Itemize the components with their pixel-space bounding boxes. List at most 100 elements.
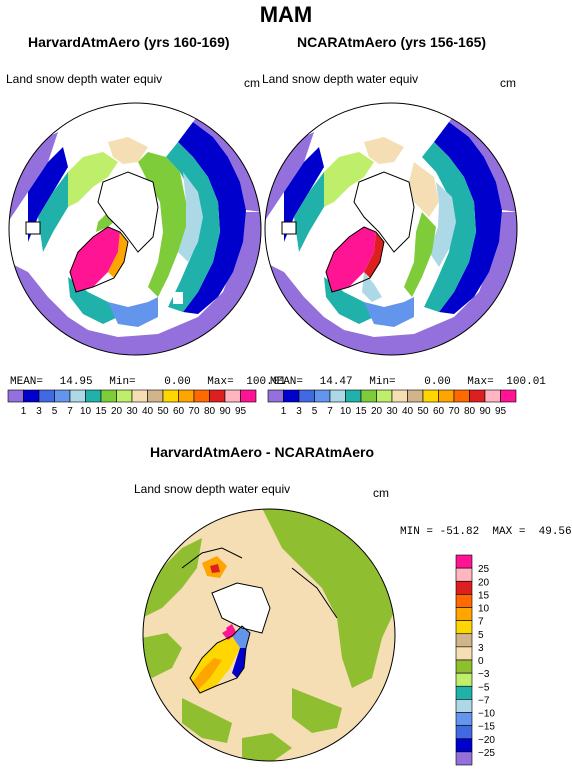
colorbar-box bbox=[329, 389, 346, 403]
colorbar-label: 15 bbox=[478, 590, 490, 601]
colorbar-label: 1 bbox=[21, 406, 27, 417]
colorbar-label: −10 bbox=[478, 709, 495, 720]
page-title: MAM bbox=[259, 2, 313, 27]
diff-variable: Land snow depth water equiv bbox=[134, 482, 291, 496]
colorbar-box bbox=[455, 646, 473, 661]
colorbar-box bbox=[240, 389, 257, 403]
colorbar-box bbox=[455, 751, 473, 766]
colorbar-ncar: 1 3 5 7 10 15 20 30 40 50 60 70 80 90 95 bbox=[267, 389, 517, 417]
colorbar-box bbox=[455, 580, 473, 595]
colorbar-box bbox=[484, 389, 501, 403]
colorbar-label: 40 bbox=[402, 406, 414, 417]
colorbar-box bbox=[438, 389, 455, 403]
colorbar-box bbox=[314, 389, 331, 403]
colorbar-box bbox=[360, 389, 377, 403]
colorbar-label: 10 bbox=[340, 406, 352, 417]
colorbar-box bbox=[85, 389, 102, 403]
colorbar-box bbox=[100, 389, 117, 403]
colorbar-label: 30 bbox=[126, 406, 138, 417]
colorbar-label: 50 bbox=[157, 406, 169, 417]
mean-label: MEAN= bbox=[270, 376, 304, 388]
colorbar-label: −25 bbox=[478, 748, 495, 759]
colorbar-label: 50 bbox=[417, 406, 429, 417]
colorbar-harvard: 1 3 5 7 10 15 20 30 40 50 60 70 80 90 95 bbox=[7, 389, 257, 417]
colorbar-label: 80 bbox=[204, 406, 216, 417]
colorbar-box bbox=[455, 738, 473, 753]
map-difference bbox=[142, 508, 396, 762]
colorbar-label: 90 bbox=[219, 406, 231, 417]
colorbar-label: 7 bbox=[327, 406, 333, 417]
colorbar-label: 3 bbox=[478, 643, 484, 654]
colorbar-box bbox=[455, 633, 473, 648]
max-label: Max= bbox=[207, 376, 234, 388]
colorbar-label: 95 bbox=[235, 406, 247, 417]
colorbar-label: −15 bbox=[478, 722, 495, 733]
colorbar-box bbox=[391, 389, 408, 403]
panel-2-stats: MEAN= 14.47 Min= 0.00 Max= 100.01 bbox=[270, 376, 546, 388]
colorbar-box bbox=[455, 620, 473, 635]
colorbar-label: 15 bbox=[95, 406, 107, 417]
colorbar-box bbox=[455, 554, 473, 569]
colorbar-box bbox=[455, 607, 473, 621]
colorbar-box bbox=[422, 389, 439, 403]
colorbar-label: 90 bbox=[479, 406, 491, 417]
colorbar-label: 25 bbox=[478, 564, 490, 575]
mean-value: 14.47 bbox=[319, 376, 353, 388]
colorbar-label: 80 bbox=[464, 406, 476, 417]
colorbar-label: 5 bbox=[52, 406, 58, 417]
panel-2-unit: cm bbox=[500, 76, 516, 90]
colorbar-label: 5 bbox=[478, 630, 484, 641]
map-harvard bbox=[8, 102, 262, 356]
colorbar-label: 7 bbox=[67, 406, 73, 417]
min-label: Min= bbox=[369, 376, 396, 388]
colorbar-box bbox=[500, 389, 517, 403]
colorbar-box bbox=[455, 594, 473, 608]
colorbar-label: 70 bbox=[448, 406, 460, 417]
mean-label: MEAN= bbox=[10, 376, 44, 388]
colorbar-box bbox=[376, 389, 393, 403]
colorbar-label: 95 bbox=[495, 406, 507, 417]
colorbar-box bbox=[131, 389, 148, 403]
map-ncar bbox=[264, 102, 518, 356]
colorbar-box bbox=[178, 389, 195, 403]
colorbar-box bbox=[69, 389, 86, 403]
colorbar-box bbox=[455, 685, 473, 700]
colorbar-box bbox=[455, 699, 473, 713]
panel-1-title: HarvardAtmAero (yrs 160-169) bbox=[28, 34, 230, 50]
panel-2-title: NCARAtmAero (yrs 156-165) bbox=[297, 34, 487, 50]
colorbar-box bbox=[116, 389, 133, 403]
colorbar-label: 3 bbox=[296, 406, 302, 417]
max-value: 100.01 bbox=[246, 376, 286, 388]
min-value: 0.00 bbox=[164, 376, 191, 388]
min-label: Min= bbox=[109, 376, 136, 388]
colorbar-label: 10 bbox=[80, 406, 92, 417]
colorbar-label: 20 bbox=[478, 577, 490, 588]
colorbar-box bbox=[23, 389, 40, 403]
colorbar-box bbox=[267, 389, 284, 403]
colorbar-box bbox=[455, 567, 473, 582]
colorbar-label: 20 bbox=[371, 406, 383, 417]
colorbar-box bbox=[407, 389, 424, 403]
colorbar-label: 60 bbox=[173, 406, 185, 417]
colorbar-box bbox=[7, 389, 24, 403]
colorbar-box bbox=[162, 389, 179, 403]
panel-1-variable: Land snow depth water equiv bbox=[6, 72, 163, 86]
colorbar-label: 7 bbox=[478, 617, 484, 628]
colorbar-label: 40 bbox=[142, 406, 154, 417]
max-label: Max= bbox=[467, 376, 494, 388]
colorbar-box bbox=[453, 389, 470, 403]
colorbar-label: 3 bbox=[36, 406, 42, 417]
colorbar-box bbox=[283, 389, 300, 403]
colorbar-label: −3 bbox=[478, 669, 490, 680]
colorbar-label: −7 bbox=[478, 695, 490, 706]
panel-2-variable: Land snow depth water equiv bbox=[262, 72, 419, 86]
colorbar-label: 60 bbox=[433, 406, 445, 417]
colorbar-box bbox=[38, 389, 55, 403]
colorbar-box bbox=[455, 672, 473, 687]
colorbar-label: 30 bbox=[386, 406, 398, 417]
colorbar-box bbox=[224, 389, 241, 403]
colorbar-label: 1 bbox=[281, 406, 287, 417]
colorbar-label: 15 bbox=[355, 406, 367, 417]
colorbar-box bbox=[469, 389, 486, 403]
colorbar-box bbox=[54, 389, 71, 403]
